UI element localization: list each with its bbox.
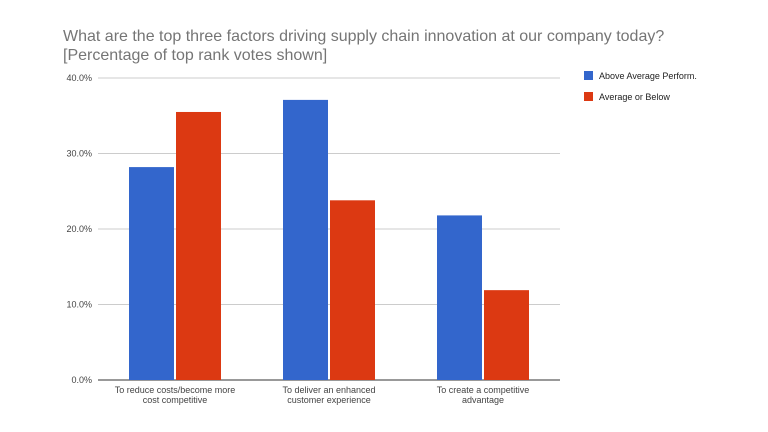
legend-label: Average or Below: [599, 92, 670, 102]
x-category-label: To reduce costs/become more: [115, 385, 236, 395]
bar-above-average-2: [283, 99, 328, 381]
y-tick-label: 20.0%: [66, 224, 92, 234]
bars: [129, 99, 529, 381]
bar-above-average-3: [437, 215, 482, 380]
gridlines: [98, 77, 560, 381]
legend: Above Average Perform. Average or Below: [584, 71, 697, 102]
x-category-label: customer experience: [287, 395, 371, 405]
chart-title: What are the top three factors driving s…: [63, 28, 664, 45]
x-category-label: cost competitive: [143, 395, 208, 405]
y-tick-label: 30.0%: [66, 149, 92, 159]
bar-average-or-below-2: [330, 200, 375, 380]
legend-swatch: [584, 71, 593, 80]
x-category-label: To create a competitive: [437, 385, 530, 395]
bar-average-or-below-3: [484, 290, 529, 380]
y-tick-label: 40.0%: [66, 73, 92, 83]
x-category-label: To deliver an enhanced: [282, 385, 375, 395]
x-category-label: advantage: [462, 395, 504, 405]
bar-average-or-below-1: [176, 111, 221, 380]
y-axis: 0.0% 10.0% 20.0% 30.0% 40.0%: [66, 73, 92, 385]
y-tick-label: 10.0%: [66, 300, 92, 310]
legend-label: Above Average Perform.: [599, 71, 697, 81]
bar-above-average-1: [129, 167, 174, 380]
legend-swatch: [584, 92, 593, 101]
chart-subtitle: [Percentage of top rank votes shown]: [63, 47, 327, 64]
y-tick-label: 0.0%: [71, 375, 92, 385]
